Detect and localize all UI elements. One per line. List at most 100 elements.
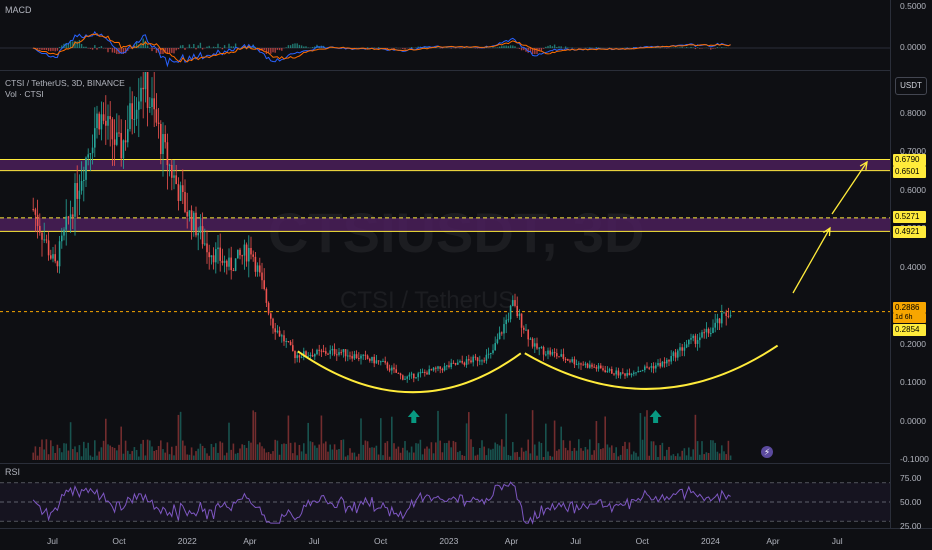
candle-body [353,354,356,359]
signal-line[interactable] [33,33,731,63]
candle-body [32,209,34,211]
candle-body [415,377,417,379]
candle-body [107,116,109,126]
candle-body [102,114,105,121]
volume-bar [549,455,551,460]
currency-button[interactable]: USDT [895,77,927,95]
macd-histogram-bar [525,48,527,52]
macd-histogram-bar [197,45,199,48]
candle-body [729,315,732,317]
projection-arrow-2[interactable] [831,161,868,215]
volume-bar [61,452,63,460]
candle-body [217,247,219,250]
candle-body [309,354,312,356]
countdown-tag: 1d 6h [893,313,926,323]
time-tick: Oct [635,536,649,546]
volume-legend[interactable]: Vol · CTSI [5,89,44,99]
volume-bar [584,446,587,460]
macd-histogram-bar [67,42,70,48]
macd-histogram-bar [52,48,54,51]
candle-body [514,300,516,306]
up-marker-2[interactable] [649,410,662,423]
volume-bar [72,449,74,460]
volume-bar [336,449,338,460]
candle-body [672,352,675,357]
symbol-legend[interactable]: CTSI / TetherUS, 3D, BINANCE [5,78,125,88]
candle-body [650,366,653,368]
candle-body [166,142,169,166]
candle-body [54,254,56,262]
lightning-icon[interactable]: ⚡ [761,446,773,458]
candle-body [523,327,525,330]
macd-histogram-bar [228,43,230,48]
volume-bar [144,455,147,460]
volume-bar [600,449,602,460]
candle-body [426,372,428,375]
macd-pane-divider[interactable] [0,70,890,71]
rsi-tick: 25.00 [900,521,922,531]
candle-body [294,351,296,359]
time-tick: Jul [308,536,320,546]
cup-arc-1[interactable] [297,350,522,394]
main-chart[interactable] [0,0,890,550]
volume-bar [219,441,221,460]
volume-bar [259,442,261,460]
volume-bar [116,450,118,460]
volume-bar [503,446,505,460]
candle-body [100,114,103,130]
candle-body [633,372,635,374]
volume-bar [454,442,457,460]
volume-bar [186,454,188,460]
volume-bar [450,447,452,460]
projection-arrow-1[interactable] [792,227,831,294]
candle-body [283,335,285,342]
volume-bar [199,443,202,460]
volume-bar [226,452,228,460]
macd-histogram-bar [503,45,505,48]
volume-bar [562,440,565,460]
price-tick: -0.1000 [900,454,929,464]
candle-body [452,362,455,364]
candle-body [239,249,241,256]
macd-legend[interactable]: MACD [5,5,32,15]
time-tick: Apr [766,536,780,546]
rsi-pane-divider[interactable] [0,463,890,464]
macd-histogram-bar [428,46,430,48]
macd-histogram-bar [567,47,569,48]
volume-bar [641,439,644,460]
volume-bar [646,410,648,460]
candle-body [556,353,558,357]
projection-arrow-1-head [823,226,831,237]
volume-bar [210,443,213,460]
macd-histogram-bar [305,46,307,48]
candle-body [144,72,147,90]
candle-body [371,356,373,361]
rsi-line[interactable] [32,481,731,525]
macd-histogram-bar [523,48,525,51]
macd-histogram-bar [80,43,83,48]
up-marker-1[interactable] [407,410,420,423]
volume-bar [322,443,325,460]
macd-histogram-bar [199,42,202,48]
volume-bar [83,441,85,460]
macd-histogram-bar [595,47,598,48]
candle-body [712,327,714,334]
candle-body [179,185,182,201]
volume-bar [494,442,496,460]
volume-bar [710,440,712,460]
volume-bar [111,447,114,460]
volume-bar [338,448,340,460]
cup-arc-2[interactable] [524,344,779,390]
volume-bar [650,441,653,460]
rsi-legend[interactable]: RSI [5,467,21,477]
macd-histogram-bar [129,48,131,49]
candle-body [479,360,481,362]
macd-histogram-bar [292,43,294,48]
macd-histogram-bar [303,46,305,48]
candle-body [718,318,721,324]
volume-bar [463,455,466,460]
volume-bar [628,442,631,460]
macd-histogram-bar [505,45,507,48]
mid-zone-tag-bottom: 0.4921 [893,226,926,238]
volume-bar [529,453,532,460]
